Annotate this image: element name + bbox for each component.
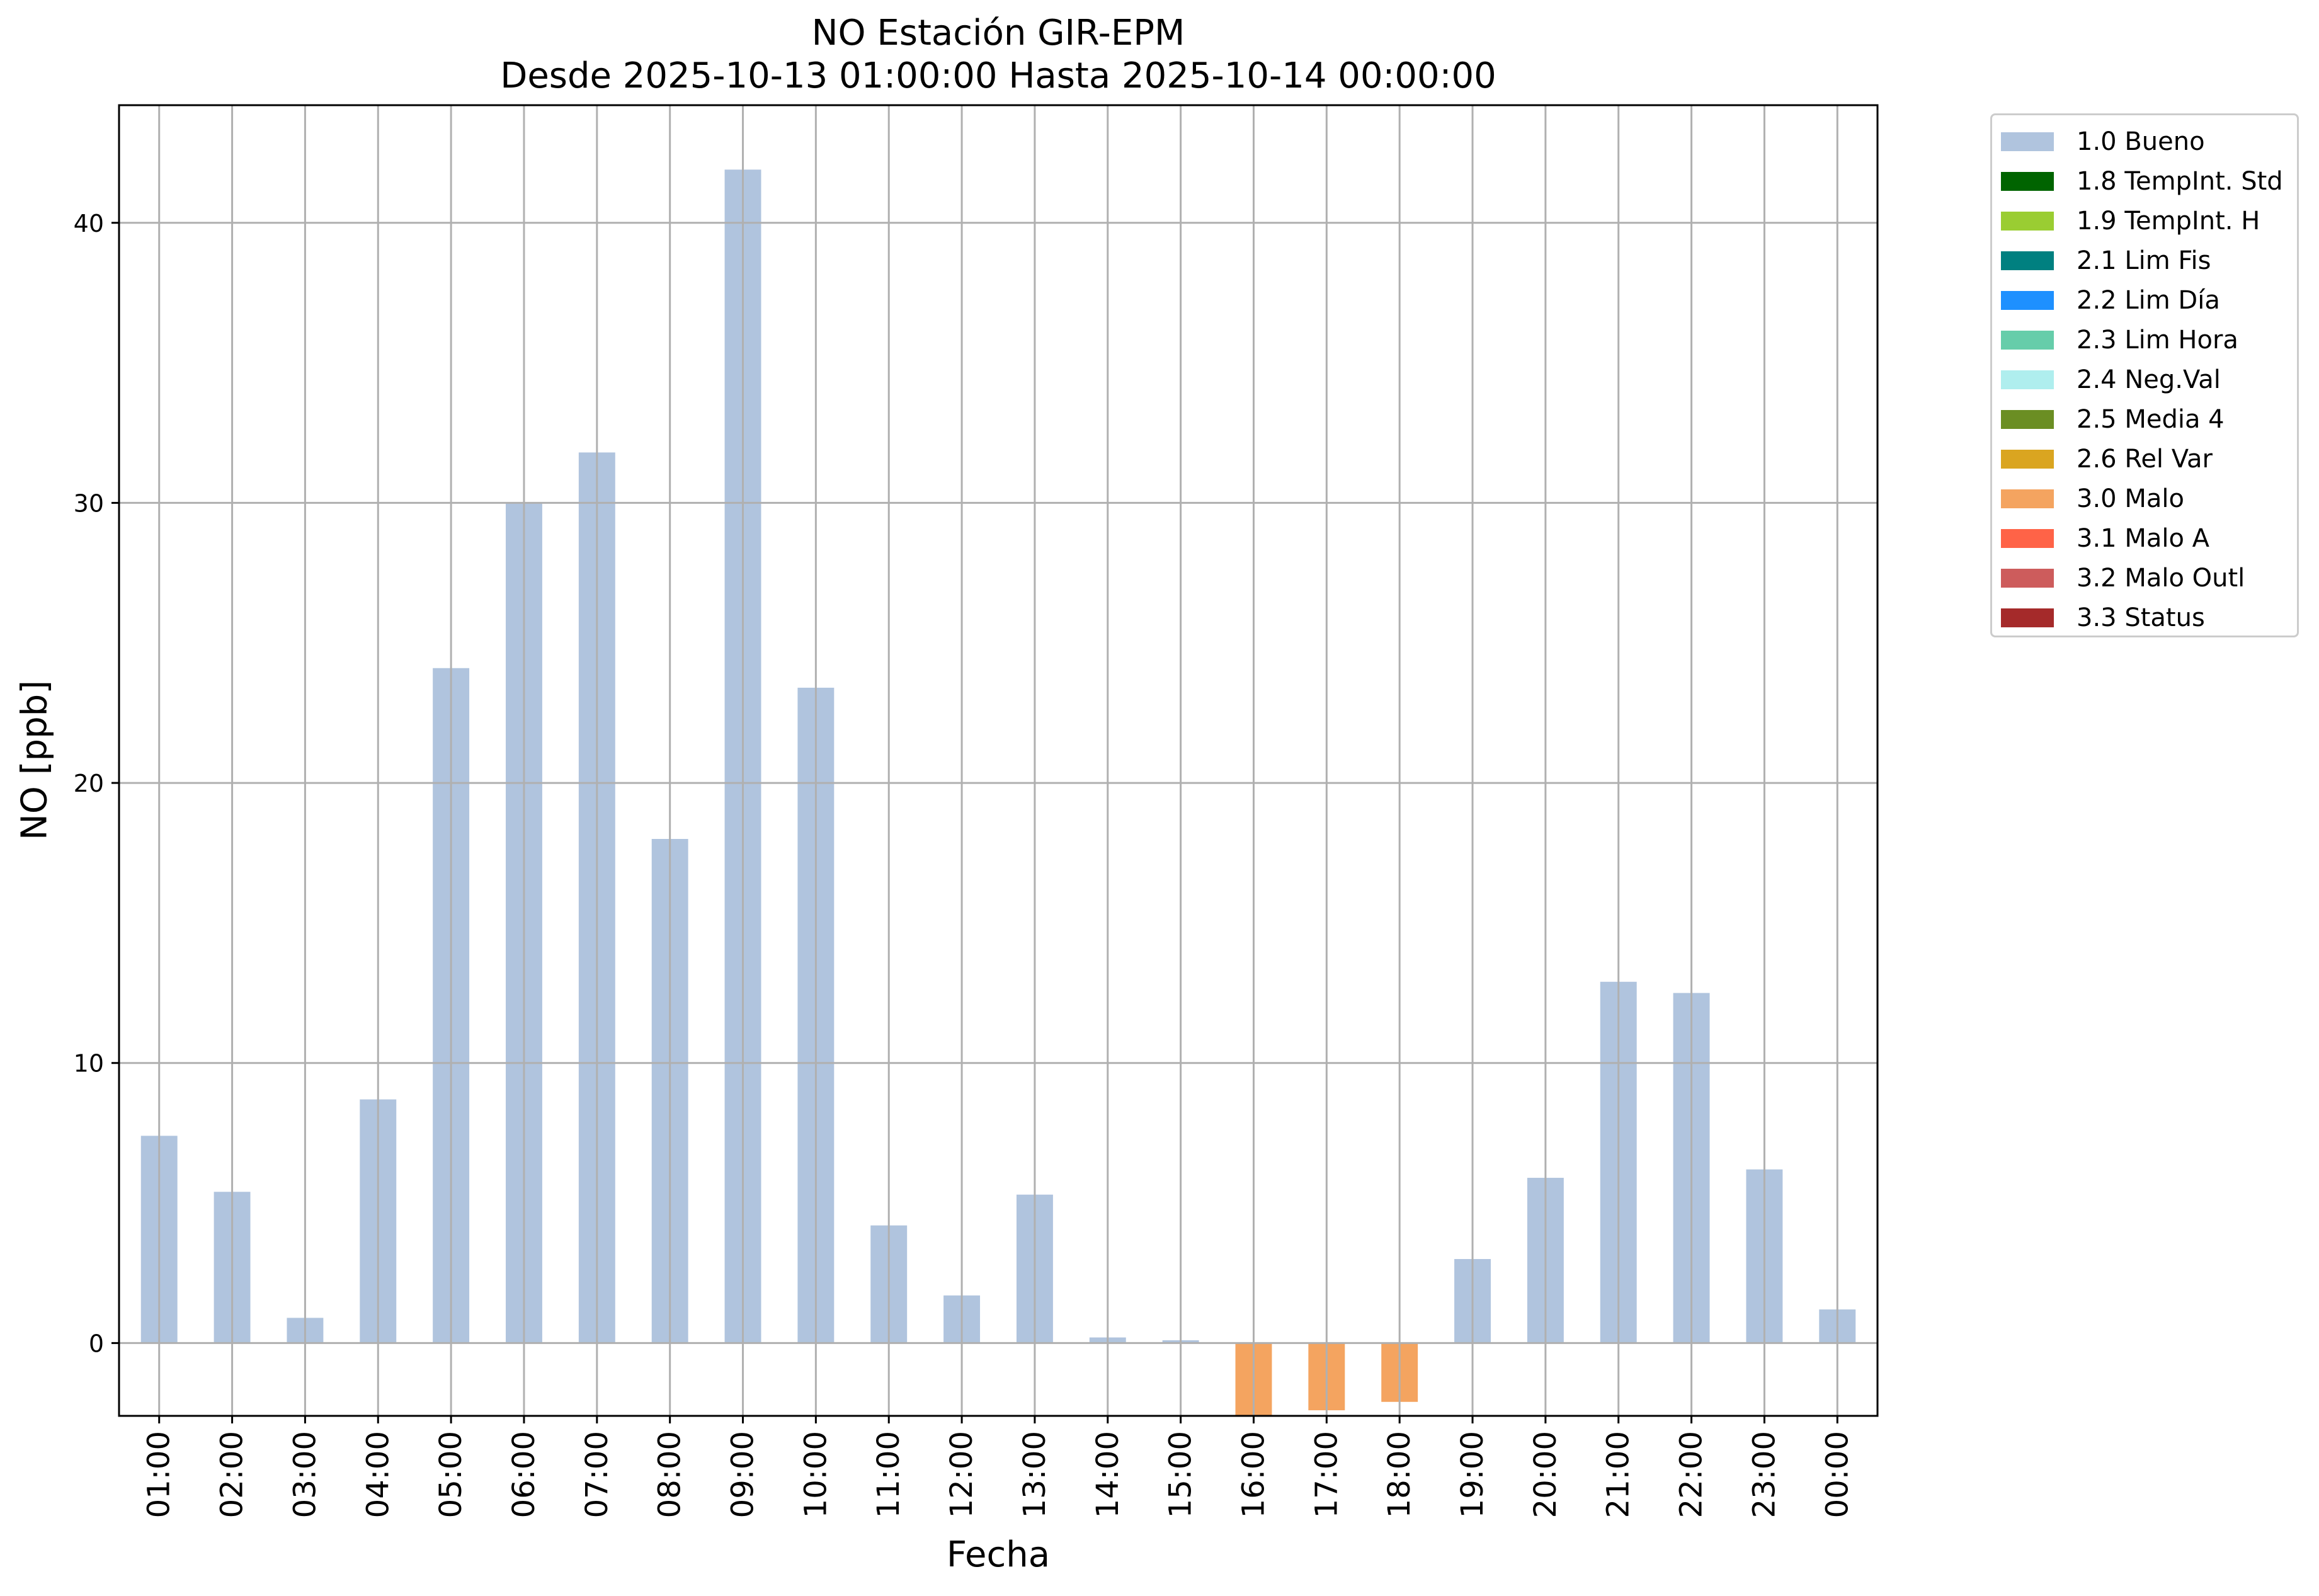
y-tick-label: 30 bbox=[74, 489, 104, 517]
legend-item: 1.0 Bueno bbox=[2001, 123, 2205, 161]
legend-swatch bbox=[2001, 450, 2054, 469]
legend-item: 2.6 Rel Var bbox=[2001, 440, 2213, 478]
legend-label: 1.8 TempInt. Std bbox=[2077, 167, 2283, 196]
x-tick-label: 03:00 bbox=[287, 1431, 322, 1518]
x-tick-label: 07:00 bbox=[579, 1431, 615, 1518]
legend-swatch bbox=[2001, 172, 2054, 191]
y-tick-label: 0 bbox=[89, 1330, 104, 1357]
legend-swatch bbox=[2001, 132, 2054, 151]
legend-item: 2.1 Lim Fis bbox=[2001, 242, 2211, 280]
x-tick-label: 08:00 bbox=[652, 1431, 688, 1518]
x-tick-label: 06:00 bbox=[506, 1431, 542, 1518]
legend-label: 1.0 Bueno bbox=[2077, 127, 2205, 156]
legend-label: 1.9 TempInt. H bbox=[2077, 207, 2260, 236]
legend-label: 2.3 Lim Hora bbox=[2077, 326, 2238, 355]
x-tick-label: 11:00 bbox=[871, 1431, 906, 1518]
y-tick-label: 10 bbox=[74, 1050, 104, 1078]
x-tick-label: 14:00 bbox=[1090, 1431, 1125, 1518]
x-tick-label: 17:00 bbox=[1309, 1431, 1344, 1518]
legend-item: 3.3 Status bbox=[2001, 599, 2205, 637]
legend-label: 2.5 Media 4 bbox=[2077, 405, 2225, 434]
x-tick-label: 19:00 bbox=[1455, 1431, 1490, 1518]
legend-item: 2.3 Lim Hora bbox=[2001, 321, 2238, 359]
legend-item: 3.0 Malo bbox=[2001, 480, 2184, 518]
legend: 1.0 Bueno 1.8 TempInt. Std 1.9 TempInt. H 2… bbox=[1990, 113, 2299, 637]
legend-label: 3.2 Malo Outl bbox=[2077, 564, 2245, 593]
x-tick-label: 00:00 bbox=[1820, 1431, 1855, 1518]
legend-swatch bbox=[2001, 569, 2054, 588]
legend-swatch bbox=[2001, 212, 2054, 231]
x-axis-label: Fecha bbox=[946, 1534, 1051, 1575]
chart-title: NO Estación GIR-EPM bbox=[811, 13, 1185, 54]
legend-swatch bbox=[2001, 608, 2054, 627]
legend-swatch bbox=[2001, 331, 2054, 350]
x-tick-label: 22:00 bbox=[1674, 1431, 1709, 1518]
x-tick-label: 10:00 bbox=[798, 1431, 833, 1518]
legend-item: 3.1 Malo A bbox=[2001, 520, 2209, 557]
legend-swatch bbox=[2001, 529, 2054, 548]
x-tick-label: 20:00 bbox=[1528, 1431, 1563, 1518]
y-tick-label: 40 bbox=[74, 210, 104, 237]
legend-swatch bbox=[2001, 291, 2054, 310]
legend-item: 2.2 Lim Día bbox=[2001, 282, 2220, 319]
plot-frame bbox=[118, 104, 1879, 1417]
legend-item: 2.4 Neg.Val bbox=[2001, 361, 2221, 399]
legend-item: 3.2 Malo Outl bbox=[2001, 559, 2245, 597]
x-tick-label: 09:00 bbox=[726, 1431, 761, 1518]
x-tick-label: 04:00 bbox=[360, 1431, 396, 1518]
legend-label: 3.0 Malo bbox=[2077, 484, 2184, 513]
x-tick-label: 02:00 bbox=[215, 1431, 250, 1518]
x-tick-label: 23:00 bbox=[1746, 1431, 1782, 1518]
chart-subtitle: Desde 2025-10-13 01:00:00 Hasta 2025-10-… bbox=[500, 55, 1496, 96]
x-tick-label: 13:00 bbox=[1017, 1431, 1052, 1518]
legend-swatch bbox=[2001, 410, 2054, 429]
x-tick-label: 12:00 bbox=[944, 1431, 979, 1518]
legend-swatch bbox=[2001, 489, 2054, 508]
y-tick-label: 20 bbox=[74, 770, 104, 797]
x-tick-label: 18:00 bbox=[1382, 1431, 1417, 1518]
legend-label: 2.4 Neg.Val bbox=[2077, 365, 2221, 394]
y-axis-label: NO [ppb] bbox=[14, 680, 55, 841]
legend-label: 2.2 Lim Día bbox=[2077, 286, 2220, 315]
legend-item: 2.5 Media 4 bbox=[2001, 401, 2225, 438]
legend-item: 1.9 TempInt. H bbox=[2001, 202, 2260, 240]
legend-label: 3.3 Status bbox=[2077, 603, 2205, 632]
x-tick-label: 16:00 bbox=[1236, 1431, 1271, 1518]
x-tick-label: 15:00 bbox=[1163, 1431, 1199, 1518]
legend-swatch bbox=[2001, 251, 2054, 270]
x-tick-label: 05:00 bbox=[433, 1431, 469, 1518]
x-tick-label: 01:00 bbox=[142, 1431, 177, 1518]
legend-label: 2.1 Lim Fis bbox=[2077, 246, 2211, 275]
x-tick-label: 21:00 bbox=[1601, 1431, 1636, 1518]
legend-label: 2.6 Rel Var bbox=[2077, 445, 2213, 474]
legend-item: 1.8 TempInt. Std bbox=[2001, 162, 2283, 200]
legend-label: 3.1 Malo A bbox=[2077, 524, 2210, 553]
legend-swatch bbox=[2001, 370, 2054, 389]
